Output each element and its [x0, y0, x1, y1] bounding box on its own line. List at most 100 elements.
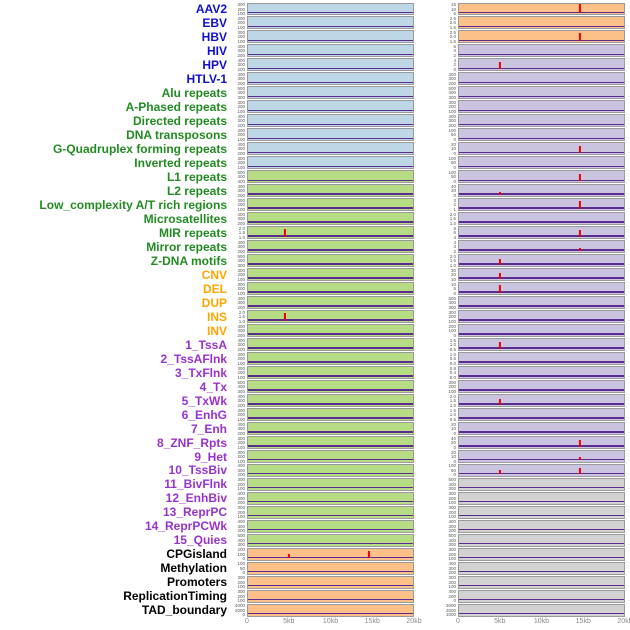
signal-spike [499, 398, 502, 405]
y-tick-label: 200 [237, 202, 245, 208]
column-gap [414, 505, 441, 519]
x-tick-label: 5kb [494, 618, 506, 625]
y-tick-label: 50 [239, 565, 245, 571]
left-track-panel [247, 100, 414, 114]
left-y-axis-ticks: 5004003002001000 [230, 86, 247, 100]
y-tick-label: 2.0 [449, 253, 456, 259]
baseline-line [248, 389, 413, 391]
y-tick-label: 200 [237, 220, 245, 226]
track-row: Mirror repeats4003002001000 43210 [0, 240, 630, 254]
column-gap [414, 240, 441, 254]
x-tick-label: 10kb [322, 618, 339, 625]
right-y-axis-ticks: 20 10 0 [441, 422, 458, 436]
y-tick-label: 100 [237, 551, 245, 557]
track-row: CPGisland20010003002001000 [0, 547, 630, 561]
baseline-line [248, 319, 413, 321]
baseline-line [459, 11, 624, 13]
left-y-axis-ticks: 5004003002001000 [230, 380, 247, 394]
column-gap [414, 212, 441, 226]
y-tick-label: 300 [448, 547, 456, 553]
baseline-line [459, 305, 624, 307]
y-tick-label: 300 [237, 477, 245, 483]
y-tick-label: 400 [237, 537, 245, 543]
y-tick-label: 0 [453, 290, 456, 296]
right-y-axis-ticks: 151050 [441, 2, 458, 16]
y-tick-label: 2000 [445, 607, 456, 613]
y-tick-label: 1.5 [449, 398, 456, 404]
y-tick-label: 2.0 [449, 393, 456, 399]
right-track-panel [458, 519, 625, 533]
left-y-axis-ticks: 4003002001000 [230, 394, 247, 408]
baseline-line [459, 53, 624, 55]
left-track-panel [247, 170, 414, 184]
baseline-line [248, 137, 413, 139]
track-row: DUP4003002001000 5004003002001000 [0, 296, 630, 310]
signal-spike [499, 273, 502, 279]
y-tick-label: 300 [237, 29, 245, 35]
left-y-axis-ticks: 4003002001000 [230, 324, 247, 338]
right-track-panel [458, 408, 625, 422]
row-label: AAV2 [195, 2, 227, 16]
right-track-panel [458, 30, 625, 44]
track-row: DNA transposons3002001000100500 [0, 128, 630, 142]
row-label: ReplicationTiming [123, 589, 227, 604]
y-tick-label: 300 [237, 262, 245, 268]
column-gap [414, 324, 441, 338]
baseline-line [248, 445, 413, 447]
y-tick-label: 100 [237, 458, 245, 464]
signal-spike [284, 229, 287, 237]
left-y-axis-ticks: 4003002001000 [230, 519, 247, 534]
y-tick-label: 400 [237, 393, 245, 399]
y-tick-label: 50 [450, 467, 456, 473]
y-tick-label: 400 [237, 90, 245, 96]
baseline-line [459, 263, 624, 265]
baseline-line [248, 417, 413, 419]
baseline-line [248, 571, 413, 573]
y-tick-label: 500 [237, 169, 245, 175]
y-tick-label: 300 [237, 76, 245, 82]
baseline-line [248, 459, 413, 461]
track-row: Promoters30020010003002001000 [0, 575, 630, 589]
right-track-panel [458, 422, 625, 436]
y-tick-label: 500 [237, 85, 245, 91]
left-y-axis-ticks: 4003002001000 [230, 142, 247, 156]
y-tick-label: 100 [237, 290, 245, 296]
column-gap [414, 589, 441, 603]
y-tick-label: 300 [448, 542, 456, 548]
row-label: Z-DNA motifs [150, 253, 227, 268]
baseline-line [248, 305, 413, 307]
row-label: CNV [201, 267, 227, 282]
track-row: DEL30020010001050 [0, 282, 630, 296]
left-track-panel [247, 156, 414, 170]
y-tick-label: 10 [450, 146, 456, 152]
y-tick-label: 0.0 [449, 360, 456, 366]
baseline-line [459, 137, 624, 139]
baseline-line [459, 375, 624, 377]
left-y-axis-ticks: 5004003002001000 [230, 170, 247, 184]
left-track-panel [247, 505, 414, 519]
y-tick-label: 100 [237, 164, 245, 170]
y-tick-label: 8 [453, 225, 456, 231]
y-tick-label: 1.0 [449, 342, 456, 348]
baseline-line [248, 81, 413, 83]
y-tick-label: 400 [237, 113, 245, 119]
left-track-panel [247, 408, 414, 422]
y-tick-label: 4 [453, 48, 456, 54]
y-tick-label: 300 [237, 48, 245, 54]
left-y-axis-ticks: 4003002001000 [230, 491, 247, 506]
column-gap [414, 296, 441, 310]
y-tick-label: 300 [237, 62, 245, 68]
track-row: A-Phased repeats30020010003002001000 [0, 100, 630, 114]
signal-spike [284, 313, 287, 321]
y-tick-label: 300 [237, 365, 245, 371]
y-tick-label: 300 [237, 2, 245, 7]
row-label: Low_complexity A/T rich regions [39, 197, 227, 212]
y-tick-label: 40 [450, 183, 456, 189]
row-label: 10_TssBiv [168, 463, 227, 478]
right-track-panel [458, 212, 625, 226]
y-tick-label: 100 [237, 416, 245, 422]
y-tick-label: 100 [448, 318, 456, 324]
baseline-line [459, 179, 624, 181]
y-tick-label: 0.8 [449, 365, 456, 371]
